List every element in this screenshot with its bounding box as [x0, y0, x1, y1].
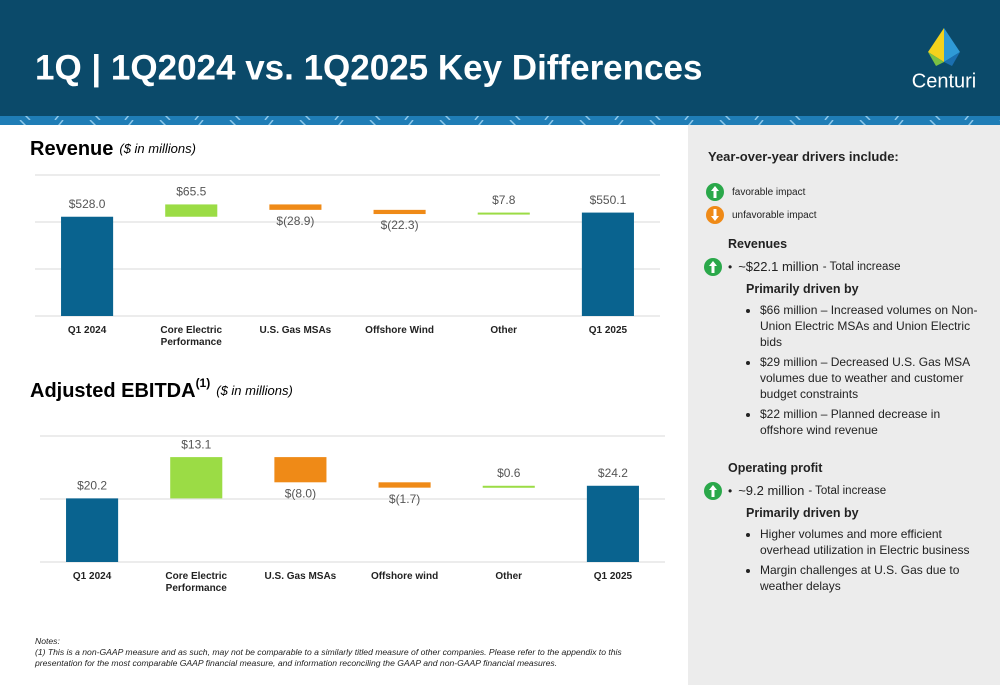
- value-label: $20.2: [77, 479, 107, 493]
- legend-label: favorable impact: [732, 186, 806, 198]
- x-tick-label: Core Electric Performance: [160, 325, 223, 348]
- bar: [477, 212, 530, 215]
- bar: [269, 204, 322, 210]
- up-icon: [706, 183, 724, 201]
- driver-item: $22 million – Planned decrease in offsho…: [760, 406, 978, 438]
- bar: [581, 212, 634, 316]
- driver-item: $29 million – Decreased U.S. Gas MSA vol…: [760, 354, 978, 402]
- bullet: •: [728, 483, 733, 498]
- value-label: $528.0: [69, 197, 106, 211]
- value-label: $65.5: [176, 185, 206, 199]
- bar: [586, 485, 639, 562]
- x-tick-label: U.S. Gas MSAs: [259, 325, 332, 336]
- bar: [378, 482, 431, 488]
- total-value: ~$22.1 million: [738, 259, 819, 274]
- x-tick-label: Core Electric Performance: [165, 571, 228, 594]
- section-total: • ~9.2 million - Total increase: [704, 482, 978, 500]
- section-heading: Operating profit: [728, 461, 823, 475]
- bar: [373, 209, 426, 215]
- chart-title-text: Adjusted EBITDA: [30, 380, 196, 402]
- logo-mark: [928, 28, 960, 66]
- x-tick-label: Q1 2025: [593, 571, 633, 582]
- header-band: [0, 0, 1000, 116]
- legend-item: favorable impact: [706, 183, 805, 201]
- value-label: $(28.9): [276, 214, 314, 228]
- slide-title: 1Q | 1Q2024 vs. 1Q2025 Key Differences: [35, 48, 702, 87]
- notes: Notes: (1) This is a non-GAAP measure an…: [35, 636, 635, 669]
- drivers-panel: Year-over-year drivers include: favorabl…: [688, 125, 1000, 685]
- value-label: $24.2: [598, 466, 628, 480]
- value-label: $(22.3): [381, 218, 419, 232]
- legend-label: unfavorable impact: [732, 209, 817, 221]
- value-label: $(1.7): [389, 492, 420, 506]
- bar: [482, 485, 535, 488]
- x-tick-label: Other: [495, 571, 523, 582]
- sub-heading: Primarily driven by: [746, 282, 859, 296]
- x-tick-label: U.S. Gas MSAs: [264, 571, 337, 582]
- value-label: $550.1: [590, 193, 627, 207]
- down-icon: [706, 206, 724, 224]
- value-label: $7.8: [492, 193, 516, 207]
- chart-title: Revenue ($ in millions): [30, 138, 196, 160]
- x-tick-label: Q1 2024: [67, 325, 107, 336]
- up-icon: [704, 482, 722, 500]
- value-label: $13.1: [181, 437, 211, 451]
- x-tick-label: Q1 2024: [72, 571, 112, 582]
- driver-item: Higher volumes and more efficient overhe…: [760, 526, 978, 558]
- legend-item: unfavorable impact: [706, 206, 817, 224]
- bar: [61, 216, 114, 316]
- x-tick-label: Q1 2025: [588, 325, 628, 336]
- driver-section: Revenues • ~$22.1 million - Total increase P…: [704, 237, 978, 442]
- chart-title: Adjusted EBITDA(1) ($ in millions): [30, 376, 293, 402]
- chart-subtitle: ($ in millions): [216, 383, 293, 398]
- bar: [66, 498, 119, 562]
- total-value: ~9.2 million: [738, 483, 805, 498]
- section-total: • ~$22.1 million - Total increase: [704, 258, 978, 276]
- bar: [274, 457, 327, 483]
- up-icon: [704, 258, 722, 276]
- driver-item: Margin challenges at U.S. Gas due to wea…: [760, 562, 978, 594]
- section-heading: Revenues: [728, 237, 788, 251]
- driver-section: Operating profit • ~9.2 million - Total inc…: [704, 461, 978, 598]
- panel-heading: Year-over-year drivers include:: [708, 149, 899, 164]
- value-label: $0.6: [497, 466, 521, 480]
- chart-title-superscript: (1): [196, 376, 211, 390]
- total-note: - Total increase: [822, 260, 901, 273]
- header-stripe: [0, 116, 1000, 125]
- notes-text: (1) This is a non-GAAP measure and as su…: [35, 647, 622, 668]
- x-tick-label: Offshore Wind: [365, 325, 434, 336]
- total-note: - Total increase: [808, 484, 887, 497]
- chart-subtitle: ($ in millions): [119, 141, 196, 156]
- driver-list: $66 million – Increased volumes on Non-U…: [746, 302, 978, 438]
- bullet: •: [728, 259, 733, 274]
- chart-title-text: Revenue: [30, 138, 113, 160]
- value-label: $(8.0): [285, 486, 316, 500]
- x-tick-label: Offshore wind: [370, 571, 439, 582]
- driver-list: Higher volumes and more efficient overhe…: [746, 526, 978, 594]
- sub-heading: Primarily driven by: [746, 506, 859, 520]
- x-tick-label: Other: [490, 325, 518, 336]
- driver-item: $66 million – Increased volumes on Non-U…: [760, 302, 978, 350]
- bar: [165, 204, 218, 217]
- bar: [170, 457, 223, 499]
- notes-heading: Notes:: [35, 636, 60, 646]
- logo-text: Centuri: [912, 70, 976, 92]
